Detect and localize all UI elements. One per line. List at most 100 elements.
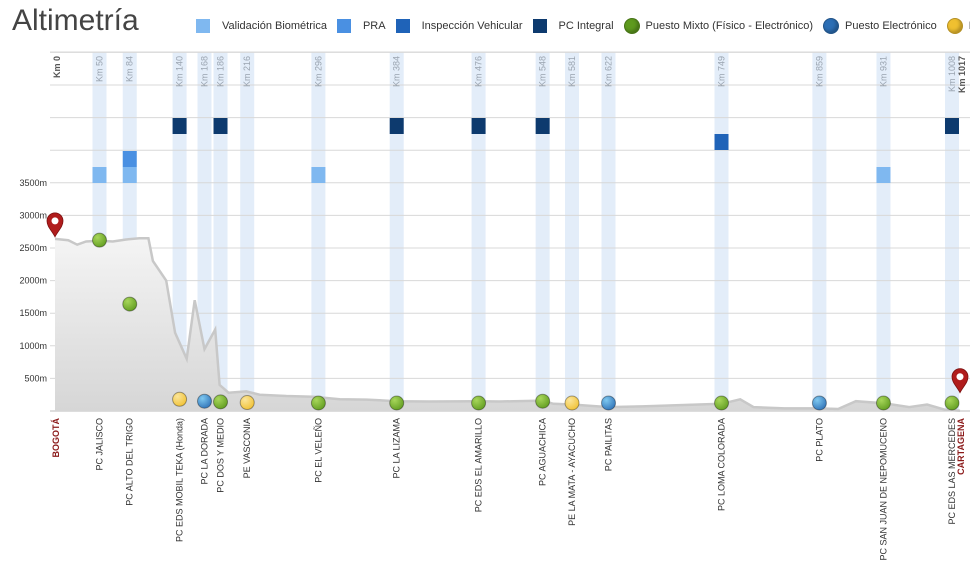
start-pin-icon xyxy=(46,212,64,238)
y-tick-label: 3500m xyxy=(19,178,47,188)
legend-item-electronico: Puesto Electrónico xyxy=(823,18,937,34)
station-label: PC AGUACHICA xyxy=(538,418,548,486)
service-marker-pc_integral xyxy=(213,118,228,134)
station-marker-electronico xyxy=(196,393,212,409)
legend-label: PRA xyxy=(362,20,386,32)
legend-swatch-fisico xyxy=(946,18,963,34)
legend-label: Inspección Vehicular xyxy=(421,20,523,32)
y-tick-label: 2500m xyxy=(19,243,47,253)
station-marker-mixto xyxy=(471,395,487,411)
service-marker-validacion xyxy=(876,167,891,183)
km-label: Km 1008 xyxy=(947,56,957,92)
km-label: Km 140 xyxy=(175,56,185,87)
station-column xyxy=(944,52,959,411)
elevation-area xyxy=(55,238,960,411)
page-title: Altimetría xyxy=(12,4,139,37)
station-column xyxy=(876,52,891,411)
km-label: Km 581 xyxy=(567,56,577,87)
y-tick-label: 1000m xyxy=(19,341,47,351)
elevation-line xyxy=(54,236,961,412)
km-label-end: Km 1017 xyxy=(957,56,967,93)
legend-swatch-mixto xyxy=(623,18,640,34)
station-label: PC PLATO xyxy=(814,418,824,462)
legend: Validación Biométrica PRA Inspección Vehic… xyxy=(196,14,970,38)
service-marker-pc_integral xyxy=(172,118,187,134)
station-label: PE VASCONIA xyxy=(242,418,252,478)
km-label: Km 50 xyxy=(94,56,104,82)
station-column xyxy=(565,52,580,411)
station-label: PC EDS EL AMARILLO xyxy=(474,418,484,512)
station-marker-mixto xyxy=(213,394,229,410)
station-marker-electronico xyxy=(601,395,617,411)
end-city-label: CARTAGENA xyxy=(956,418,966,475)
service-marker-pc_integral xyxy=(471,118,486,134)
station-label: PC EDS LAS MERCEDES xyxy=(947,418,957,525)
legend-swatch-validacion xyxy=(196,19,210,33)
station-column xyxy=(535,52,550,411)
station-marker-mixto xyxy=(122,296,138,312)
start-pin-icon-hole xyxy=(51,217,59,225)
km-label: Km 749 xyxy=(717,56,727,87)
service-marker-inspeccion xyxy=(122,151,137,167)
station-label: PC EDS MOBIL TEKA (Honda) xyxy=(175,418,185,542)
station-label: PE LA MATA - AYACUCHO xyxy=(567,418,577,526)
station-label: PC DOS Y MEDIO xyxy=(216,418,226,493)
service-marker-inspeccion xyxy=(714,134,729,150)
legend-label: Puesto Electrónico xyxy=(845,20,937,32)
service-marker-validacion xyxy=(122,167,137,183)
legend-label: Puesto Mixto (Físico - Electrónico) xyxy=(645,20,814,32)
legend-item-mixto: Puesto Mixto (Físico - Electrónico) xyxy=(623,18,814,34)
station-column xyxy=(172,52,187,411)
station-column xyxy=(714,52,729,411)
km-label: Km 168 xyxy=(199,56,209,87)
y-tick-label: 500m xyxy=(24,373,47,383)
station-label: PC LOMA COLORADA xyxy=(717,418,727,511)
station-label: PC LA DORADA xyxy=(199,418,209,485)
legend-swatch-electronico xyxy=(823,18,840,34)
km-label: Km 384 xyxy=(392,56,402,87)
km-label: Km 931 xyxy=(878,56,888,87)
service-marker-validacion xyxy=(311,167,326,183)
station-marker-fisico xyxy=(239,395,255,411)
km-label: Km 476 xyxy=(474,56,484,87)
station-column xyxy=(213,52,228,411)
km-label: Km 859 xyxy=(814,56,824,87)
station-marker-mixto xyxy=(310,395,326,411)
station-column xyxy=(471,52,486,411)
station-label: PC ALTO DEL TRIGO xyxy=(125,418,135,506)
legend-label: Validación Biométrica xyxy=(222,20,327,32)
legend-item-pra: PRA xyxy=(336,19,386,33)
legend-item-validacion: Validación Biométrica xyxy=(196,19,327,33)
legend-item-fisico: PC Físico xyxy=(946,18,970,34)
legend-swatch-pc_integral xyxy=(532,19,547,33)
start-city-label: BOGOTÁ xyxy=(51,418,61,458)
station-label: PC LA LIZAMA xyxy=(392,418,402,479)
station-label: PC JALISCO xyxy=(94,418,104,471)
station-marker-mixto xyxy=(535,393,551,409)
station-marker-fisico xyxy=(564,395,580,411)
station-marker-mixto xyxy=(875,395,891,411)
station-label: PC SAN JUAN DE NEPOMUCENO xyxy=(878,418,888,561)
y-tick-label: 3000m xyxy=(19,210,47,220)
station-marker-mixto xyxy=(714,395,730,411)
km-label: Km 216 xyxy=(242,56,252,87)
service-marker-pc_integral xyxy=(389,118,404,134)
legend-swatch-pra xyxy=(336,19,351,33)
service-marker-pc_integral xyxy=(535,118,550,134)
station-marker-mixto xyxy=(944,395,960,411)
km-label: Km 548 xyxy=(538,56,548,87)
station-column xyxy=(197,52,212,411)
km-label-start: Km 0 xyxy=(52,56,62,78)
end-pin-icon-hole xyxy=(956,373,964,381)
end-pin-icon xyxy=(951,368,969,394)
km-label: Km 186 xyxy=(216,56,226,87)
station-marker-fisico xyxy=(172,391,188,407)
station-column xyxy=(311,52,326,411)
station-column xyxy=(601,52,616,411)
km-label: Km 296 xyxy=(313,56,323,87)
station-column xyxy=(240,52,255,411)
station-marker-mixto xyxy=(91,232,107,248)
legend-label: PC Físico xyxy=(969,20,970,32)
station-label: PC PAILITAS xyxy=(604,418,614,471)
